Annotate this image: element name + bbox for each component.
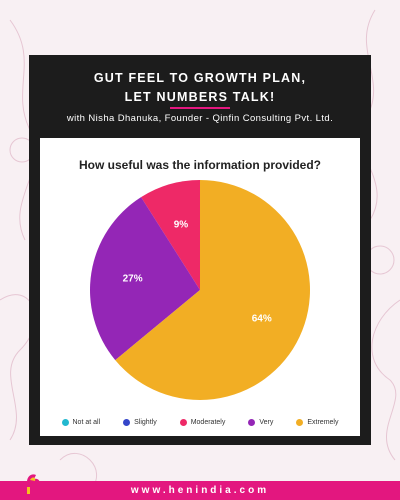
chart-panel: How useful was the information provided?… bbox=[40, 138, 360, 436]
title-divider bbox=[170, 107, 230, 109]
legend-swatch bbox=[123, 418, 131, 426]
legend-item-not-at-all: Not at all bbox=[61, 418, 101, 426]
legend-label: Very bbox=[259, 418, 274, 426]
legend-item-slightly: Slightly bbox=[123, 418, 157, 426]
card-subtitle: with Nisha Dhanuka, Founder - Qinfin Con… bbox=[66, 113, 334, 124]
pie-chart bbox=[90, 179, 310, 400]
chart-title: How useful was the information provided? bbox=[78, 158, 321, 172]
legend-label: Not at all bbox=[72, 418, 101, 426]
legend-label: Slightly bbox=[134, 418, 157, 426]
legend-item-moderately: Moderately bbox=[179, 418, 226, 426]
legend-item-extremely: Extremely bbox=[296, 418, 339, 426]
chart-legend: Not at all Slightly Moderately Very Extremel… bbox=[40, 416, 360, 428]
legend-item-very: Very bbox=[248, 418, 274, 426]
slice-label-very: 27% bbox=[122, 273, 143, 285]
legend-swatch bbox=[61, 418, 69, 426]
title-line-1: GUT FEEL TO GROWTH PLAN, bbox=[93, 71, 307, 85]
slice-label-extremely: 64% bbox=[251, 313, 272, 325]
footer-bar: www.henindia.com bbox=[0, 481, 400, 500]
legend-swatch bbox=[248, 418, 256, 426]
legend-label: Extremely bbox=[307, 418, 339, 426]
title-line-2: LET NUMBERS TALK! bbox=[124, 90, 276, 104]
website-link[interactable]: www.henindia.com bbox=[130, 485, 270, 496]
pie-slice-extremely bbox=[115, 179, 310, 400]
pie-slice-moderately bbox=[141, 180, 200, 290]
card-title: GUT FEEL TO GROWTH PLAN, LET NUMBERS TAL… bbox=[29, 69, 371, 107]
legend-swatch bbox=[179, 418, 187, 426]
survey-card: GUT FEEL TO GROWTH PLAN, LET NUMBERS TAL… bbox=[29, 55, 371, 445]
legend-label: Moderately bbox=[190, 418, 226, 426]
legend-swatch bbox=[296, 418, 304, 426]
hen-logo-icon bbox=[27, 474, 40, 494]
pie-slice-very bbox=[90, 197, 200, 361]
slice-label-moderately: 9% bbox=[173, 219, 189, 230]
